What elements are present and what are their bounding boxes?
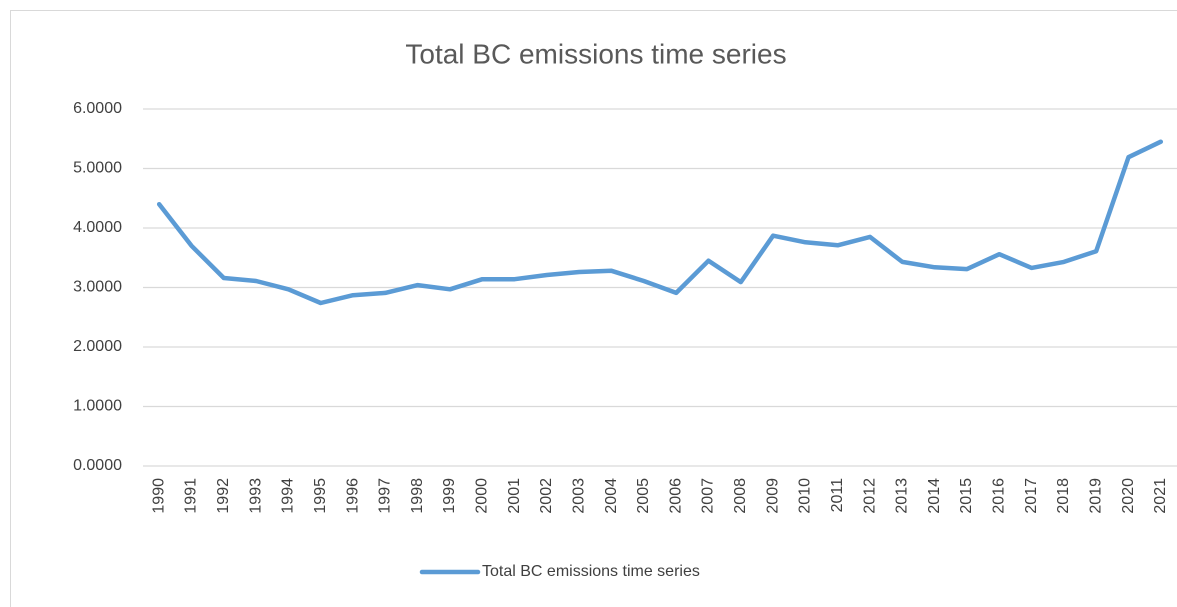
x-tick-label: 2011 [829, 478, 846, 513]
x-tick-label: 2019 [1087, 478, 1104, 514]
x-tick-label: 2013 [894, 478, 911, 514]
chart-title: Total BC emissions time series [405, 38, 786, 69]
x-tick-label: 2005 [635, 478, 652, 514]
y-tick-label: 2.0000 [73, 338, 122, 355]
x-tick-label: 1992 [215, 478, 232, 514]
y-tick-label: 4.0000 [73, 219, 122, 236]
x-tick-label: 2016 [991, 478, 1008, 514]
x-tick-label: 2018 [1055, 478, 1072, 514]
x-tick-label: 2015 [958, 478, 975, 514]
x-tick-label: 1999 [441, 478, 458, 514]
x-tick-label: 2012 [861, 478, 878, 514]
x-tick-label: 2014 [926, 478, 943, 514]
x-tick-label: 2021 [1152, 478, 1169, 514]
y-tick-label: 1.0000 [73, 398, 122, 415]
x-tick-label: 1994 [280, 478, 297, 514]
x-tick-label: 1998 [409, 478, 426, 514]
x-tick-label: 1997 [377, 478, 394, 514]
x-tick-label: 2007 [700, 478, 717, 514]
x-tick-label: 1995 [312, 478, 329, 514]
x-tick-label: 1993 [247, 478, 264, 514]
x-tick-label: 2020 [1120, 478, 1137, 514]
legend-label: Total BC emissions time series [482, 563, 700, 580]
x-tick-label: 2004 [603, 478, 620, 514]
x-tick-label: 2006 [667, 478, 684, 514]
x-tick-label: 2010 [797, 478, 814, 514]
y-tick-label: 0.0000 [73, 457, 122, 474]
y-tick-label: 5.0000 [73, 160, 122, 177]
x-tick-label: 1996 [344, 478, 361, 514]
x-tick-label: 2017 [1023, 478, 1040, 514]
x-tick-label: 2000 [474, 478, 491, 514]
x-tick-label: 2001 [506, 478, 523, 514]
x-tick-label: 2002 [538, 478, 555, 514]
x-tick-label: 1990 [150, 478, 167, 514]
y-tick-label: 6.0000 [73, 100, 122, 117]
y-tick-label: 3.0000 [73, 279, 122, 296]
x-tick-label: 2008 [732, 478, 749, 514]
x-tick-label: 1991 [183, 478, 200, 514]
x-tick-label: 2009 [764, 478, 781, 514]
x-tick-label: 2003 [570, 478, 587, 514]
chart-frame [10, 10, 1177, 607]
series-line [156, 139, 1164, 306]
